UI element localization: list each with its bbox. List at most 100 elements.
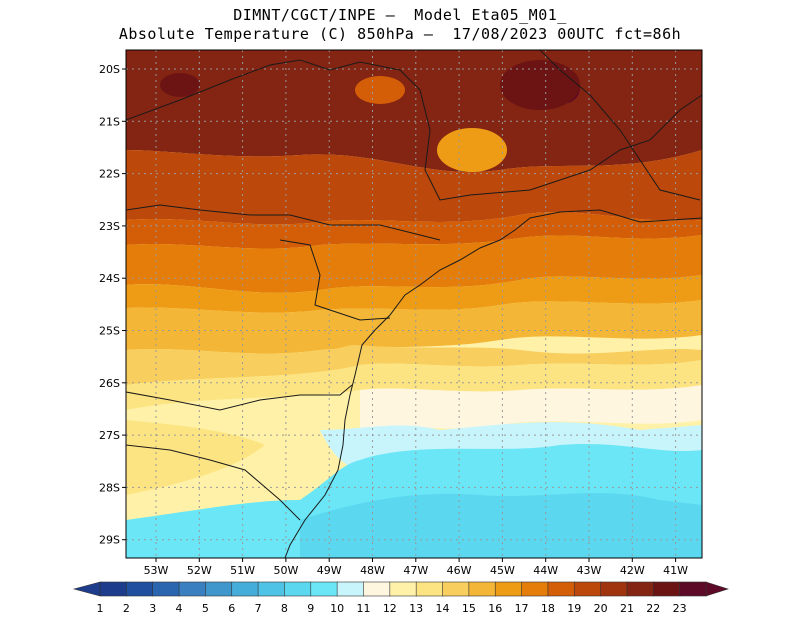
- colorbar-swatch: [547, 581, 576, 597]
- longitude-labels: 53W 52W 51W 50W 49W 48W 47W 46W 45W 44W 43W 42W 41W: [144, 558, 688, 577]
- colorbar-label: 16: [488, 602, 502, 615]
- border-sp-pr: [279, 239, 391, 321]
- colorbar-label: 18: [541, 602, 555, 615]
- coastline: [284, 209, 703, 559]
- map-title-line-2: Absolute Temperature (C) 850hPa – 17/08/…: [118, 25, 682, 43]
- colorbar-label: 20: [594, 602, 608, 615]
- colorbar-swatch: [126, 581, 154, 597]
- colorbar-label: 22: [646, 602, 660, 615]
- map-grid: [126, 50, 702, 558]
- colorbar-swatch: [626, 581, 655, 597]
- map-title-line-1: DIMNT/CGCT/INPE – Model Eta05_M01_: [233, 6, 567, 24]
- colorbar-label: 9: [307, 602, 314, 615]
- lon-label: 41W: [663, 564, 688, 577]
- colorbar-swatch: [257, 581, 286, 597]
- colorbar-swatch: [521, 581, 549, 597]
- temp-band-18: [126, 212, 702, 249]
- lat-label: 27S: [99, 429, 120, 442]
- colorbar-swatch: [415, 581, 444, 597]
- temp-band-16: [126, 275, 702, 313]
- colorbar-swatch: [99, 581, 128, 597]
- temp-band-11: [360, 385, 702, 430]
- colorbar-label: 11: [356, 602, 370, 615]
- lon-label: 51W: [230, 564, 255, 577]
- temp-band-19-20: [126, 150, 702, 225]
- colorbar-swatch: [389, 581, 417, 597]
- colorbar-label: 21: [620, 602, 634, 615]
- colorbar-swatch: [679, 581, 707, 597]
- lon-label: 49W: [317, 564, 342, 577]
- colorbar-label: 4: [176, 602, 183, 615]
- colorbar-swatch: [442, 581, 470, 597]
- colorbar: [72, 581, 729, 597]
- colorbar-label: 12: [383, 602, 397, 615]
- border-mg-north: [125, 59, 703, 201]
- colorbar-label: 15: [462, 602, 476, 615]
- lat-label: 20S: [99, 63, 120, 76]
- border-mg-sp: [125, 204, 441, 241]
- colorbar-swatch: [284, 581, 312, 597]
- lon-label: 53W: [144, 564, 169, 577]
- colorbar-label: 7: [255, 602, 262, 615]
- colorbar-label: 2: [123, 602, 130, 615]
- colorbar-labels: 1 2 3 4 5 6 7 8 9 10 11 12 13 14 15 16 17 18 19 20 21 22 23: [97, 602, 687, 615]
- colorbar-label: 19: [567, 602, 581, 615]
- colorbar-swatch: [310, 581, 338, 597]
- colorbar-swatch: [468, 581, 497, 597]
- lon-label: 43W: [577, 564, 602, 577]
- temperature-field: [126, 50, 702, 558]
- lon-label: 52W: [187, 564, 212, 577]
- temp-pocket-16: [437, 128, 507, 172]
- colorbar-swatch: [600, 581, 628, 597]
- colorbar-swatch: [231, 581, 259, 597]
- colorbar-label: 1: [97, 602, 104, 615]
- colorbar-label: 3: [149, 602, 156, 615]
- colorbar-swatch: [336, 581, 365, 597]
- colorbar-label: 14: [436, 602, 450, 615]
- lon-label: 44W: [533, 564, 558, 577]
- temp-band-21-22: [126, 50, 702, 173]
- latitude-labels: 20S 21S 22S 23S 24S 25S 26S 27S 28S 29S: [99, 63, 126, 547]
- temp-pocket-22-west: [160, 73, 200, 97]
- temp-pocket-22: [500, 60, 580, 110]
- colorbar-swatch: [178, 581, 207, 597]
- lat-label: 29S: [99, 534, 120, 547]
- lon-label: 48W: [360, 564, 385, 577]
- colorbar-swatch: [494, 581, 523, 597]
- lat-label: 26S: [99, 377, 120, 390]
- temp-band-13-west: [126, 420, 265, 495]
- border-sc-rs: [125, 444, 301, 521]
- lat-label: 24S: [99, 272, 120, 285]
- temp-band-14: [126, 345, 702, 385]
- geo-borders: [125, 49, 703, 559]
- temp-band-8: [300, 493, 702, 558]
- colorbar-label: 6: [228, 602, 235, 615]
- temp-band-15: [126, 300, 702, 354]
- colorbar-label: 5: [202, 602, 209, 615]
- colorbar-label: 8: [281, 602, 288, 615]
- colorbar-swatch: [363, 581, 391, 597]
- lon-label: 45W: [490, 564, 515, 577]
- colorbar-swatch: [653, 581, 681, 597]
- temp-pocket-18: [355, 76, 405, 104]
- colorbar-right-arrow: [705, 581, 729, 597]
- colorbar-label: 23: [673, 602, 687, 615]
- lon-label: 50W: [273, 564, 298, 577]
- lat-label: 21S: [99, 115, 120, 128]
- colorbar-label: 13: [409, 602, 423, 615]
- lat-label: 28S: [99, 481, 120, 494]
- colorbar-swatch: [205, 581, 233, 597]
- border-pr-sc: [125, 384, 353, 411]
- lon-label: 46W: [447, 564, 472, 577]
- lat-label: 22S: [99, 168, 120, 181]
- colorbar-left-arrow: [72, 581, 101, 597]
- lat-label: 25S: [99, 325, 120, 338]
- temp-band-13: [126, 360, 702, 410]
- colorbar-swatch: [573, 581, 602, 597]
- colorbar-label: 17: [515, 602, 529, 615]
- map-frame: [125, 49, 703, 559]
- border-rj-es: [539, 49, 701, 201]
- colorbar-label: 10: [330, 602, 344, 615]
- lat-label: 23S: [99, 220, 120, 233]
